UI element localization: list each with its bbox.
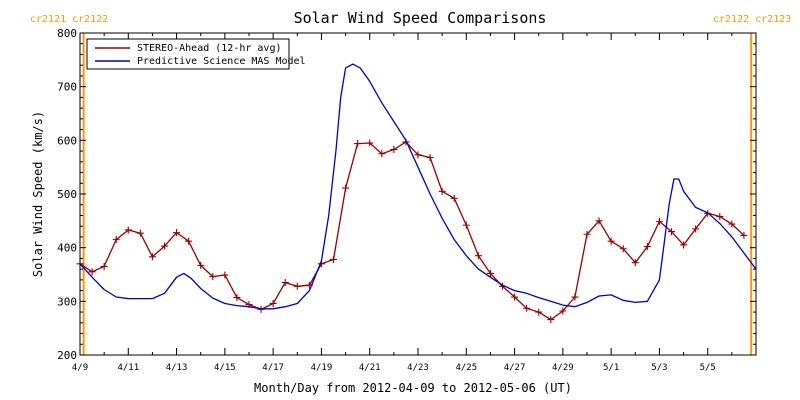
- data-point-stereo-ahead: [136, 229, 144, 237]
- x-tick-label: 4/13: [166, 363, 188, 373]
- data-point-stereo-ahead: [668, 228, 675, 236]
- y-tick-label: 400: [57, 242, 77, 255]
- data-point-stereo-ahead: [330, 255, 337, 263]
- x-tick-label: 4/9: [72, 363, 88, 373]
- data-point-stereo-ahead: [619, 245, 627, 253]
- data-point-stereo-ahead: [342, 184, 350, 192]
- data-point-stereo-ahead: [511, 293, 519, 301]
- data-point-stereo-ahead: [269, 299, 277, 307]
- carrington-label-left: cr2121 cr2122: [30, 14, 108, 25]
- data-point-stereo-ahead: [631, 259, 639, 267]
- carrington-boundaries: [82, 33, 753, 355]
- data-point-stereo-ahead: [655, 217, 663, 225]
- data-point-stereo-ahead: [185, 237, 193, 245]
- x-tick-label: 5/5: [700, 363, 716, 373]
- legend: STEREO-Ahead (12-hr avg) Predictive Scie…: [86, 38, 306, 70]
- x-tick-label: 4/11: [117, 363, 139, 373]
- x-tick-label: 4/19: [311, 363, 333, 373]
- y-tick-label: 600: [57, 134, 77, 147]
- data-point-stereo-ahead: [88, 268, 96, 276]
- chart-axes: 200 300 400 500 600 700 800 4/9 4/11 4/13 4/15 4/17…: [57, 27, 756, 373]
- y-tick-label: 200: [57, 349, 77, 362]
- y-tick-label: 700: [57, 81, 77, 94]
- y-tick-label: 500: [57, 188, 77, 201]
- data-point-stereo-ahead: [728, 220, 736, 228]
- data-point-stereo-ahead: [450, 194, 458, 202]
- data-point-stereo-ahead: [281, 279, 289, 287]
- data-point-stereo-ahead: [221, 271, 229, 279]
- chart-title: Solar Wind Speed Comparisons: [294, 9, 547, 27]
- data-point-stereo-ahead: [535, 308, 543, 316]
- data-point-stereo-ahead: [716, 213, 724, 221]
- plot-frame: [79, 32, 757, 356]
- data-point-stereo-ahead: [209, 273, 217, 281]
- series-line-stereo-ahead: [79, 141, 745, 321]
- x-tick-label: 4/27: [504, 363, 526, 373]
- data-point-stereo-ahead: [233, 294, 241, 302]
- data-point-stereo-ahead: [547, 316, 555, 324]
- data-point-stereo-ahead: [390, 145, 398, 153]
- data-point-stereo-ahead: [354, 140, 362, 148]
- data-point-stereo-ahead: [293, 282, 301, 290]
- data-point-stereo-ahead: [595, 217, 603, 225]
- x-axis-label: Month/Day from 2012-04-09 to 2012-05-06 …: [254, 381, 572, 395]
- data-point-stereo-ahead: [173, 229, 181, 237]
- data-point-stereo-ahead: [559, 307, 567, 315]
- data-point-stereo-ahead: [740, 231, 748, 239]
- data-point-stereo-ahead: [571, 293, 579, 301]
- y-tick-label: 300: [57, 295, 77, 308]
- x-tick-label: 4/25: [455, 363, 477, 373]
- data-point-stereo-ahead: [680, 241, 688, 249]
- data-point-stereo-ahead: [462, 221, 470, 229]
- data-point-stereo-ahead: [438, 187, 446, 195]
- carrington-label-right: cr2122 cr2123: [713, 14, 791, 25]
- data-point-stereo-ahead: [161, 242, 168, 250]
- data-point-stereo-ahead: [378, 150, 386, 158]
- legend-box: [86, 38, 290, 70]
- data-point-stereo-ahead: [607, 237, 615, 245]
- data-point-stereo-ahead: [124, 226, 132, 234]
- x-tick-label: 4/17: [262, 363, 284, 373]
- data-point-stereo-ahead: [414, 151, 422, 159]
- chart-series-layer: [76, 63, 757, 324]
- x-tick-label: 4/15: [214, 363, 236, 373]
- legend-label-mas: Predictive Science MAS Model: [137, 56, 306, 67]
- data-point-stereo-ahead: [583, 230, 591, 238]
- data-point-stereo-ahead: [692, 225, 700, 233]
- x-tick-label: 4/23: [407, 363, 429, 373]
- data-point-stereo-ahead: [523, 304, 531, 312]
- data-point-stereo-ahead: [100, 262, 108, 270]
- x-tick-label: 5/1: [603, 363, 619, 373]
- data-point-stereo-ahead: [426, 154, 434, 162]
- data-point-stereo-ahead: [474, 252, 482, 260]
- legend-label-stereo: STEREO-Ahead (12-hr avg): [137, 43, 282, 54]
- data-point-stereo-ahead: [643, 243, 651, 251]
- y-axis-label: Solar Wind Speed (km/s): [31, 111, 45, 277]
- data-point-stereo-ahead: [366, 139, 374, 147]
- x-tick-label: 5/3: [651, 363, 667, 373]
- series-line-mas-model: [79, 63, 757, 310]
- y-tick-label: 800: [57, 27, 77, 40]
- data-point-stereo-ahead: [148, 253, 156, 261]
- x-tick-label: 4/21: [359, 363, 381, 373]
- x-tick-label: 4/29: [552, 363, 574, 373]
- data-point-stereo-ahead: [112, 236, 120, 244]
- data-point-stereo-ahead: [197, 261, 205, 269]
- data-point-stereo-ahead: [486, 269, 494, 277]
